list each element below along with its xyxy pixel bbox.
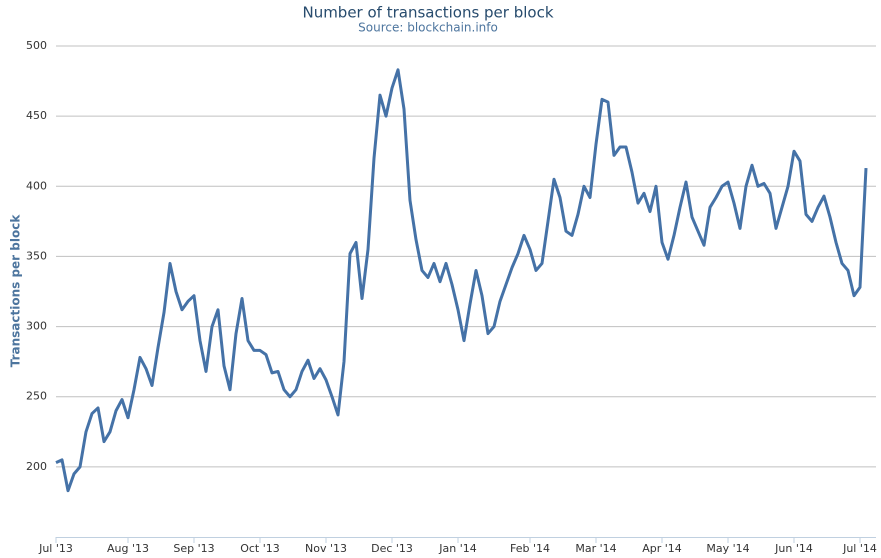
x-tick-label: Feb '14 [510,542,550,555]
y-tick-label: 400 [26,179,47,192]
x-tick-label: Oct '13 [240,542,280,555]
x-tick-label: Sep '13 [173,542,214,555]
y-tick-label: 350 [26,249,47,262]
y-tick-label: 500 [26,39,47,52]
y-tick-label: 300 [26,320,47,333]
x-tick-label: Jun '14 [774,542,813,555]
x-tick-label: May '14 [706,542,749,555]
chart-subtitle: Source: blockchain.info [358,21,498,35]
x-tick-label: Jul '14 [842,542,877,555]
x-tick-label: Jul '13 [38,542,73,555]
y-tick-label: 450 [26,109,47,122]
y-tick-label: 200 [26,460,47,473]
data-line [55,68,868,493]
x-tick-label: Jan '14 [438,542,476,555]
x-tick-label: Aug '13 [107,542,149,555]
x-tick-label: Apr '14 [642,542,682,555]
x-tick-label: Nov '13 [305,542,347,555]
y-axis-label: Transactions per block [9,214,23,368]
chart-title: Number of transactions per block [302,4,553,22]
y-tick-label: 250 [26,390,47,403]
x-tick-label: Dec '13 [371,542,413,555]
x-tick-label: Mar '14 [575,542,616,555]
